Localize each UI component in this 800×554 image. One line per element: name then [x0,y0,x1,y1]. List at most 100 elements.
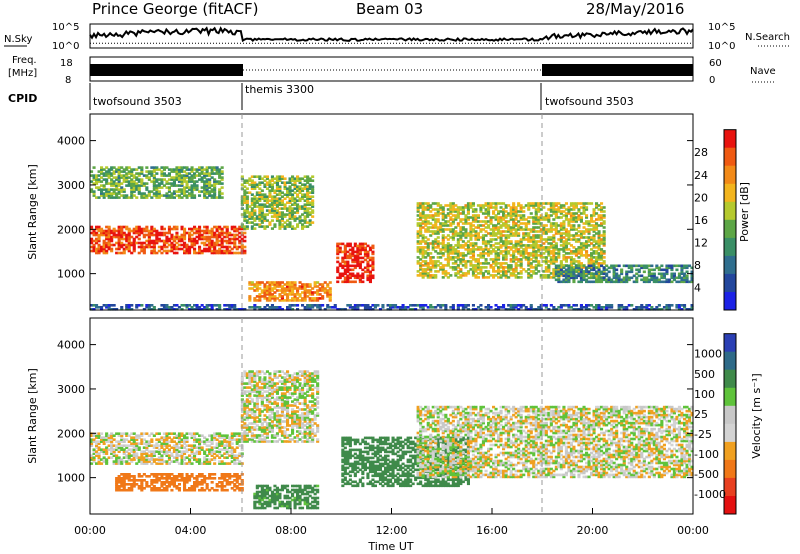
heatmap-cell [562,264,566,267]
heatmap-cell [625,276,629,280]
heatmap-cell [539,274,543,277]
heatmap-cell [185,245,189,249]
heatmap-cell [155,241,159,245]
heatmap-cell [210,241,214,245]
heatmap-cell [105,225,109,229]
heatmap-cell [258,209,262,212]
heatmap-cell [223,245,227,249]
heatmap-cell [557,280,561,284]
heatmap-cell [559,248,563,251]
heatmap-cell [600,276,604,280]
heatmap-cell [208,182,212,185]
heatmap-cell [90,241,94,245]
heatmap-cell [105,233,109,237]
heatmap-cell [210,194,214,197]
heatmap-cell [353,274,357,278]
heatmap-cell [562,214,566,217]
heatmap-cell [311,209,315,212]
heatmap-cell [180,452,184,455]
heatmap-cell [210,184,214,187]
heatmap-cell [112,454,116,457]
heatmap-cell [218,174,222,177]
heatmap-cell [509,242,513,245]
heatmap-cell [539,254,543,257]
heatmap-cell [366,266,370,270]
heatmap-cell [233,241,237,245]
heatmap-cell [454,272,458,275]
heatmap-cell [105,452,109,455]
heatmap-cell [243,179,247,182]
heatmap-cell [504,272,508,275]
heatmap-cell [273,225,277,228]
heatmap-cell [587,262,591,265]
heatmap-cell [562,228,566,231]
heatmap-cell [301,187,305,190]
heatmap-cell [180,432,184,435]
heatmap-cell [481,240,485,243]
heatmap-cell [612,264,616,268]
heatmap-cell [318,304,322,307]
heatmap-cell [268,189,272,192]
heatmap-cell [361,280,365,284]
heatmap-cell [248,191,252,194]
heatmap-cell [444,224,448,227]
heatmap-cell [175,237,179,241]
heatmap-cell [160,227,164,231]
heatmap-cell [494,202,498,205]
heatmap-cell [250,197,254,200]
heatmap-cell [120,243,124,247]
heatmap-cell [509,272,513,275]
heatmap-cell [308,203,312,206]
heatmap-cell [449,250,453,253]
heatmap-cell [489,202,493,205]
heatmap-cell [195,251,199,255]
heatmap-cell [283,227,287,230]
heatmap-cell [371,260,375,264]
heatmap-cell [429,222,433,225]
heatmap-cell [220,233,224,237]
heatmap-cell [155,450,159,453]
heatmap-cell [587,276,591,280]
heatmap-cell [421,254,425,257]
heatmap-cell [519,204,523,207]
heatmap-cell [431,306,435,309]
heatmap-cell [105,432,109,435]
heatmap-cell [112,180,116,183]
heatmap-cell [429,306,433,309]
heatmap-cell [180,227,184,231]
heatmap-cell [464,232,468,235]
heatmap-cell [529,228,533,231]
heatmap-cell [306,289,310,292]
heatmap-cell [152,306,156,309]
heatmap-cell [220,237,224,241]
heatmap-cell [152,176,156,179]
heatmap-cell [532,206,536,209]
heatmap-cell [145,225,149,229]
heatmap-cell [481,228,485,231]
heatmap-cell [92,174,96,177]
heatmap-cell [569,264,573,267]
heatmap-cell [547,254,551,257]
heatmap-cell [220,172,224,175]
heatmap-cell [255,223,259,226]
heatmap-cell [539,230,543,233]
heatmap-cell [170,247,174,251]
heatmap-cell [303,299,307,302]
heatmap-cell [640,266,644,270]
heatmap-cell [532,222,536,225]
heatmap-cell [610,280,614,284]
heatmap-cell [499,230,503,233]
heatmap-cell [115,194,119,197]
heatmap-cell [451,308,455,311]
heatmap-cell [492,260,496,263]
heatmap-cell [675,268,679,272]
heatmap-cell [466,222,470,225]
heatmap-cell [268,223,272,226]
heatmap-cell [115,182,119,185]
heatmap-cell [577,214,581,217]
heatmap-cell [461,256,465,259]
heatmap-cell [112,444,116,447]
heatmap-cell [97,237,101,241]
heatmap-cell [595,250,599,253]
heatmap-cell [464,230,468,233]
